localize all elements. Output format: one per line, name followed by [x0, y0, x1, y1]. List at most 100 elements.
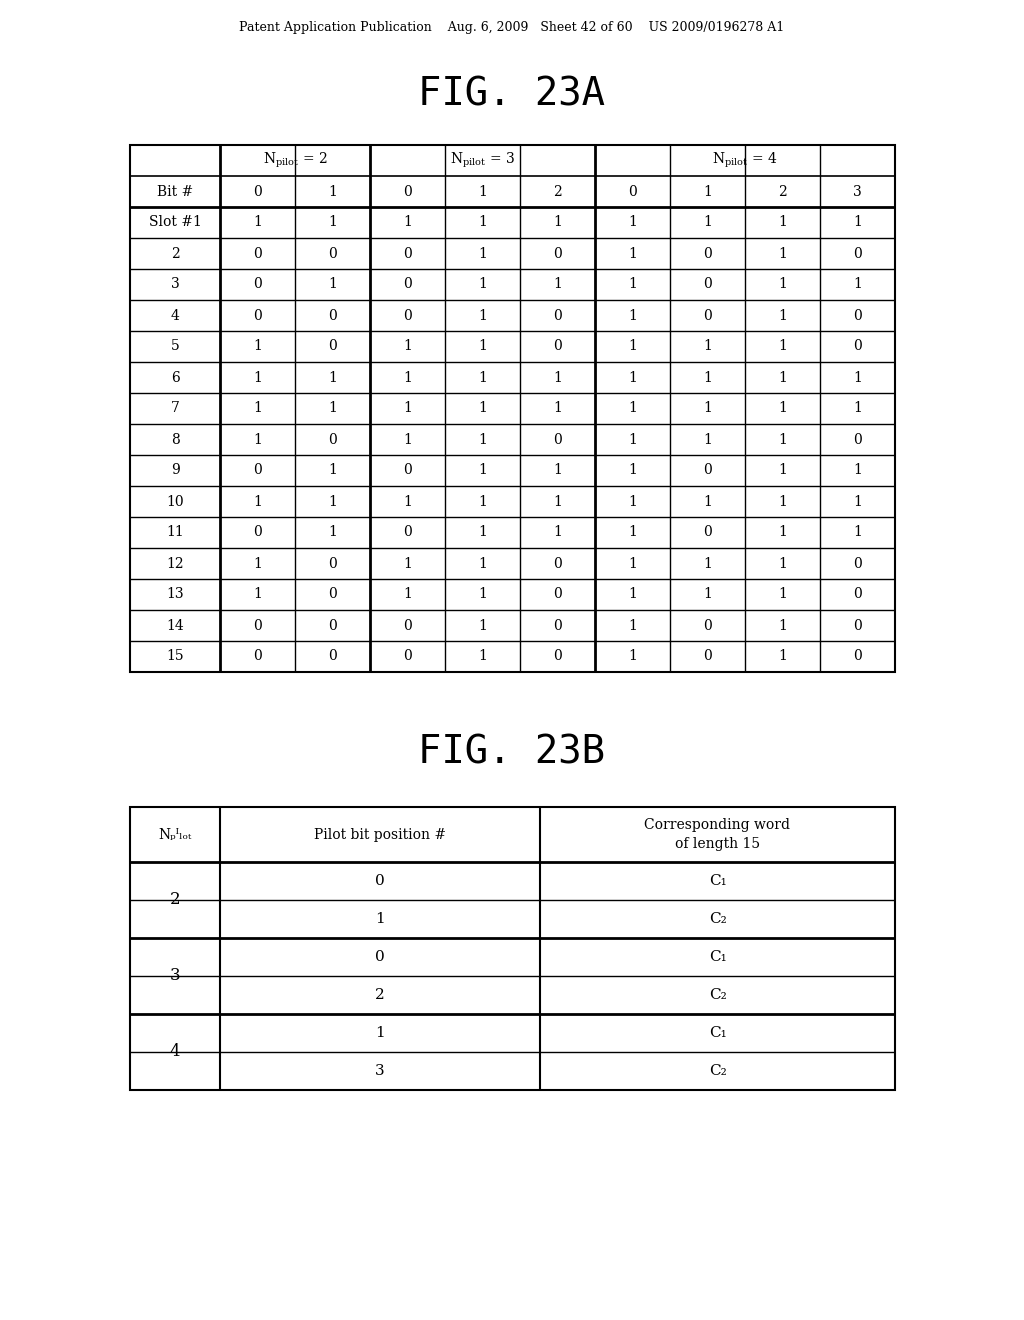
Text: 1: 1	[628, 339, 637, 354]
Text: 1: 1	[478, 587, 487, 602]
Text: 1: 1	[328, 495, 337, 508]
Text: 0: 0	[403, 309, 412, 322]
Text: 0: 0	[703, 649, 712, 664]
Text: FIG. 23A: FIG. 23A	[419, 77, 605, 114]
Text: 1: 1	[553, 463, 562, 478]
Text: 6: 6	[171, 371, 179, 384]
Text: C₂: C₂	[709, 987, 726, 1002]
Text: 5: 5	[171, 339, 179, 354]
Text: 1: 1	[553, 371, 562, 384]
Text: 2: 2	[170, 891, 180, 908]
Text: 1: 1	[853, 215, 862, 230]
Text: 0: 0	[375, 874, 385, 888]
Text: 0: 0	[553, 309, 562, 322]
Text: 0: 0	[853, 619, 862, 632]
Text: 0: 0	[253, 525, 262, 540]
Text: 2: 2	[375, 987, 385, 1002]
Text: 7: 7	[171, 401, 179, 416]
Text: 0: 0	[328, 619, 337, 632]
Text: C₁: C₁	[709, 950, 726, 964]
Text: 1: 1	[478, 185, 487, 198]
Text: 15: 15	[166, 649, 184, 664]
Text: 1: 1	[553, 215, 562, 230]
Text: 0: 0	[328, 587, 337, 602]
Text: 1: 1	[478, 463, 487, 478]
Text: 1: 1	[778, 587, 786, 602]
Text: 0: 0	[853, 309, 862, 322]
Text: 1: 1	[375, 912, 385, 927]
Text: 1: 1	[853, 401, 862, 416]
Text: 1: 1	[553, 277, 562, 292]
Text: 3: 3	[853, 185, 862, 198]
Bar	[130, 807, 895, 1090]
Text: 0: 0	[553, 339, 562, 354]
Text: 1: 1	[778, 463, 786, 478]
Text: 1: 1	[778, 619, 786, 632]
Text: 4: 4	[170, 1044, 180, 1060]
Text: 0: 0	[328, 339, 337, 354]
Text: 1: 1	[403, 495, 412, 508]
Text: 1: 1	[778, 525, 786, 540]
Text: 1: 1	[778, 339, 786, 354]
Text: 13: 13	[166, 587, 184, 602]
Text: 1: 1	[328, 215, 337, 230]
Text: 1: 1	[478, 277, 487, 292]
Text: Slot #1: Slot #1	[148, 215, 202, 230]
Text: 10: 10	[166, 495, 184, 508]
Text: Nₚᴵₗₒₜ: Nₚᴵₗₒₜ	[159, 828, 191, 842]
Text: 0: 0	[703, 525, 712, 540]
Text: 1: 1	[403, 557, 412, 570]
Text: 1: 1	[778, 433, 786, 446]
Text: 1: 1	[478, 309, 487, 322]
Text: 0: 0	[253, 247, 262, 260]
Text: 0: 0	[403, 247, 412, 260]
Text: 0: 0	[703, 247, 712, 260]
Text: C₂: C₂	[709, 1064, 726, 1078]
Text: 1: 1	[478, 649, 487, 664]
Text: 1: 1	[328, 401, 337, 416]
Text: 0: 0	[553, 433, 562, 446]
Text: 1: 1	[628, 371, 637, 384]
Text: 0: 0	[253, 619, 262, 632]
Text: 1: 1	[628, 309, 637, 322]
Text: 1: 1	[778, 277, 786, 292]
Text: 0: 0	[553, 587, 562, 602]
Text: 3: 3	[375, 1064, 385, 1078]
Text: 0: 0	[703, 619, 712, 632]
Text: 1: 1	[628, 433, 637, 446]
Text: 1: 1	[778, 649, 786, 664]
Text: Pilot bit position #: Pilot bit position #	[314, 828, 446, 842]
Text: FIG. 23B: FIG. 23B	[419, 733, 605, 771]
Text: 1: 1	[778, 215, 786, 230]
Text: 1: 1	[375, 1026, 385, 1040]
Text: 1: 1	[403, 215, 412, 230]
Text: 1: 1	[778, 247, 786, 260]
Text: 8: 8	[171, 433, 179, 446]
Text: 1: 1	[778, 371, 786, 384]
Text: 1: 1	[703, 401, 712, 416]
Text: 1: 1	[253, 587, 262, 602]
Text: 1: 1	[703, 371, 712, 384]
Text: C₁: C₁	[709, 1026, 726, 1040]
Text: 1: 1	[778, 557, 786, 570]
Text: 0: 0	[403, 463, 412, 478]
Text: 1: 1	[628, 247, 637, 260]
Text: 0: 0	[853, 587, 862, 602]
Text: 1: 1	[703, 185, 712, 198]
Bar	[130, 145, 895, 672]
Text: 1: 1	[853, 463, 862, 478]
Text: 0: 0	[253, 185, 262, 198]
Text: 0: 0	[253, 649, 262, 664]
Text: 0: 0	[553, 619, 562, 632]
Text: 1: 1	[778, 401, 786, 416]
Text: 0: 0	[403, 525, 412, 540]
Text: 0: 0	[703, 277, 712, 292]
Text: N$_{\mathregular{pilot}}$ = 3: N$_{\mathregular{pilot}}$ = 3	[450, 150, 515, 170]
Text: 9: 9	[171, 463, 179, 478]
Text: 0: 0	[853, 339, 862, 354]
Text: 1: 1	[778, 309, 786, 322]
Text: 1: 1	[553, 495, 562, 508]
Text: 0: 0	[703, 463, 712, 478]
Text: 0: 0	[253, 463, 262, 478]
Text: C₁: C₁	[709, 874, 726, 888]
